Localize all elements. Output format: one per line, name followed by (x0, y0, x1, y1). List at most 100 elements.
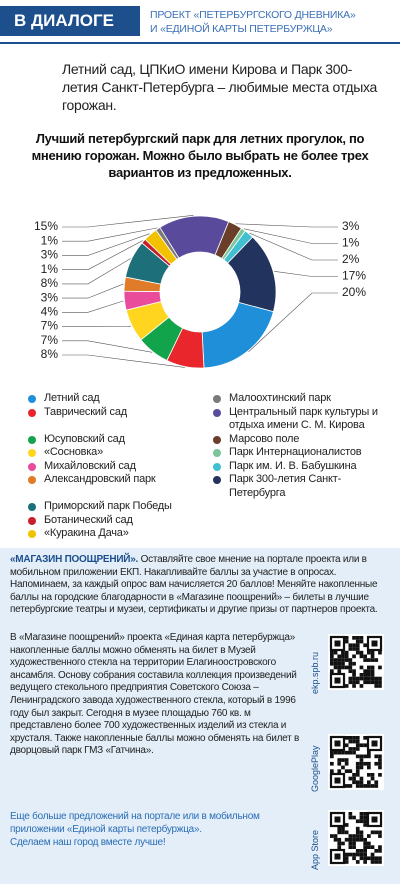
qr-cell (355, 765, 360, 770)
legend-swatch (28, 516, 36, 525)
qr-cell (363, 673, 367, 677)
intro: Летний сад, ЦПКиО имени Кирова и Парк 30… (62, 61, 378, 113)
qr-cell (352, 654, 356, 659)
qr-cell (330, 769, 334, 773)
leader-line (248, 292, 338, 353)
legend-swatch (213, 462, 221, 471)
qr-finder (329, 735, 346, 752)
qr-cell (355, 680, 360, 685)
qr-cell (348, 665, 353, 670)
qr-cell (348, 647, 353, 651)
qr-cell (355, 743, 360, 748)
legend-swatch (28, 395, 36, 403)
qr-cell (355, 736, 360, 740)
qr-cell (370, 856, 375, 861)
legend-item: Летний сад (28, 392, 213, 406)
qr-cell (348, 776, 353, 781)
lead: «МАГАЗИН ПООЩРЕНИЙ». (10, 554, 139, 565)
qr-cell (359, 673, 364, 677)
qr-cell (367, 784, 371, 788)
qr-cell (352, 747, 356, 751)
qr-cell (348, 815, 353, 820)
qr-cell (363, 860, 367, 864)
qr-cell (370, 845, 375, 849)
qr-cell (374, 658, 379, 662)
qr-cell (359, 819, 364, 824)
qr-cell (363, 845, 367, 849)
qr-label: App Store (310, 829, 320, 870)
qr-cell (355, 784, 360, 788)
legend-label: Парк 300-летия Санкт-Петербурга (229, 473, 342, 499)
qr-cell (341, 758, 345, 762)
legend-label: Ботанический сад (44, 513, 133, 526)
legend-item: Парк 300-летия Санкт-Петербурга (213, 473, 383, 500)
qr-cell (337, 826, 342, 831)
legend-swatch (213, 476, 221, 484)
qr-cell (341, 658, 345, 662)
legend-item: Парк Интернационалистов (213, 446, 383, 460)
leader-line (274, 270, 338, 277)
qr-cell (344, 852, 349, 857)
qr-cell (359, 754, 364, 759)
qr-cell (344, 823, 349, 827)
qr-cell (344, 750, 349, 755)
data-label: 3% (342, 219, 360, 233)
qr-cell (370, 658, 375, 662)
qr-cell (367, 834, 371, 838)
qr-cell (370, 860, 375, 864)
paragraph: В «Магазине поощрений» проекта «Единая к… (10, 632, 300, 757)
legend-label: Юсуповский сад (44, 432, 125, 445)
qr-label: ekp.spb.ru (310, 651, 320, 694)
qr-cell (348, 750, 353, 755)
qr-cell (367, 673, 371, 677)
paragraph: Сделаем наш город вместе лучше! (10, 837, 166, 848)
qr-cell (337, 845, 342, 849)
qr-cell (348, 784, 353, 788)
qr-cell (374, 784, 379, 788)
qr-cell (359, 654, 364, 659)
qr-cell (367, 841, 371, 846)
qr-cell (359, 684, 364, 688)
qr-cell (348, 845, 353, 849)
qr-cell (367, 765, 371, 770)
leader-line (62, 233, 150, 256)
qr-code (328, 734, 384, 790)
qr-cell (355, 837, 360, 842)
qr-finder (334, 777, 341, 784)
qr-cell (341, 765, 345, 770)
qr-cell (359, 780, 364, 785)
data-label: 7% (41, 319, 59, 333)
divider (0, 42, 400, 44)
data-label: 2% (342, 252, 360, 266)
qr-cell (363, 676, 367, 681)
qr-cell (378, 761, 382, 766)
legend-swatch (28, 449, 36, 457)
qr-cell (355, 819, 360, 824)
qr-cell (352, 856, 356, 861)
qr-cell (337, 769, 342, 773)
data-label: 3% (41, 290, 59, 304)
qr-cell (352, 780, 356, 785)
qr-cell (374, 860, 379, 864)
project-label: ПРОЕКТ «ПЕТЕРБУРГСКОГО ДНЕВНИКА» И «ЕДИН… (150, 8, 395, 36)
qr-cell (367, 773, 371, 777)
qr-cell (352, 815, 356, 820)
qr-cell (370, 852, 375, 857)
qr-finder (371, 816, 378, 823)
qr-cell (348, 661, 353, 666)
qr-finder (334, 853, 341, 860)
qr-cell (348, 837, 353, 842)
qr-cell (341, 841, 345, 846)
qr-cell (378, 849, 382, 853)
legend-label: Михайловский сад (44, 459, 136, 472)
qr-cell (355, 849, 360, 853)
legend-swatch (213, 395, 221, 403)
qr-cell (352, 852, 356, 857)
project-line: ПРОЕКТ «ПЕТЕРБУРГСКОГО ДНЕВНИКА» (150, 9, 356, 21)
qr-cell (330, 754, 334, 759)
qr-cell (348, 736, 353, 740)
legend-item: Приморский парк Победы (28, 500, 213, 514)
qr-cell (374, 856, 379, 861)
qr-code (328, 634, 384, 690)
leader-line (235, 223, 338, 228)
